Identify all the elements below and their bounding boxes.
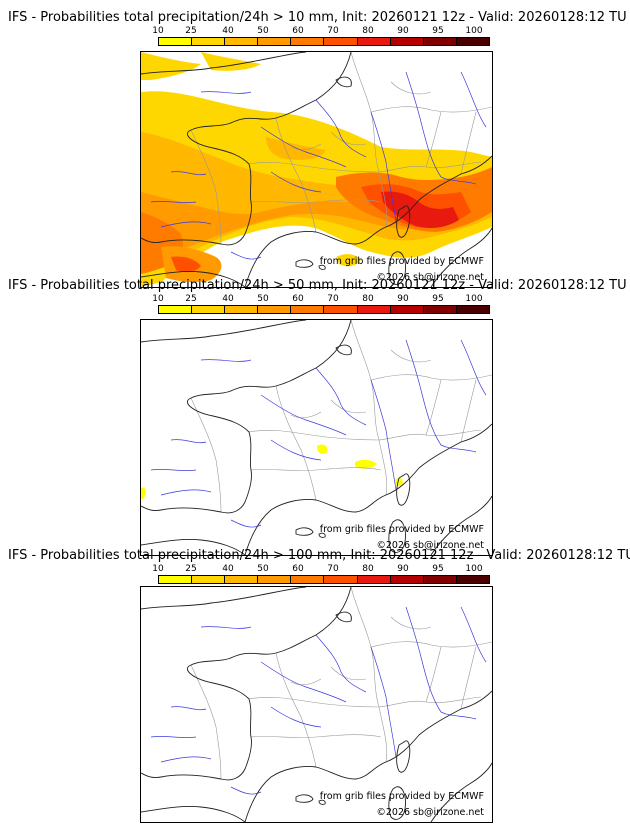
panel-50mm: IFS - Probabilities total precipitation/… [0,278,630,556]
colorbar-segment [423,38,457,45]
colorbar [158,305,490,314]
copyright-credit: ©2026 sb@irizone.net [376,807,484,818]
tick-label: 80 [362,26,374,36]
colorbar-segment [456,306,489,313]
colorbar-segment [258,38,292,45]
tick-label: 60 [292,564,304,574]
tick-label: 10 [152,26,164,36]
colorbar-segment [390,576,424,583]
colorbar-ticks: 10 25 40 50 60 70 80 90 95 100 [152,26,492,36]
colorbar-segment [291,306,325,313]
colorbar-segment [225,306,259,313]
colorbar-segment [423,576,457,583]
colorbar-segment [192,306,226,313]
tick-label: 50 [257,564,269,574]
colorbar-segment [225,576,259,583]
panel-100mm: IFS - Probabilities total precipitation/… [0,548,630,823]
colorbar-segment [291,38,325,45]
tick-label: 50 [257,294,269,304]
panel-title: IFS - Probabilities total precipitation/… [8,278,627,293]
colorbar-segment [324,38,358,45]
tick-label: 70 [327,294,339,304]
tick-label: 40 [222,26,234,36]
tick-label: 80 [362,294,374,304]
colorbar-segment [324,306,358,313]
tick-label: 25 [185,294,197,304]
colorbar-segment [159,306,193,313]
tick-label: 95 [432,26,444,36]
colorbar-segment [456,576,489,583]
copyright-credit: ©2026 sb@irizone.net [376,272,484,283]
tick-label: 90 [397,294,409,304]
colorbar-segment [390,306,424,313]
colorbar [158,37,490,46]
source-credit: from grib files provided by ECMWF [319,256,484,267]
colorbar-segment [258,306,292,313]
colorbar-segment [456,38,489,45]
colorbar-segment [291,576,325,583]
colorbar-segment [192,576,226,583]
tick-label: 40 [222,294,234,304]
colorbar-segment [423,306,457,313]
colorbar-segment [357,38,391,45]
colorbar-segment [159,576,193,583]
tick-label: 90 [397,564,409,574]
colorbar-segment [225,38,259,45]
colorbar [158,575,490,584]
tick-label: 10 [152,564,164,574]
tick-label: 40 [222,564,234,574]
tick-label: 95 [432,564,444,574]
tick-label: 90 [397,26,409,36]
tick-label: 70 [327,26,339,36]
tick-label: 60 [292,26,304,36]
tick-label: 25 [185,26,197,36]
colorbar-segment [324,576,358,583]
colorbar-segment [159,38,193,45]
source-credit: from grib files provided by ECMWF [319,524,484,535]
tick-label: 100 [465,564,483,574]
map-svg [141,52,492,287]
colorbar-segment [357,306,391,313]
map-svg [141,587,492,822]
map: from grib files provided by ECMWF ©2026 … [140,319,493,556]
tick-label: 70 [327,564,339,574]
tick-label: 50 [257,26,269,36]
panel-10mm: IFS - Probabilities total precipitation/… [0,10,630,288]
colorbar-segment [357,576,391,583]
precip-field [141,444,403,500]
source-credit: from grib files provided by ECMWF [319,791,484,802]
colorbar-segment [258,576,292,583]
tick-label: 100 [465,294,483,304]
colorbar-ticks: 10 25 40 50 60 70 80 90 95 100 [152,294,492,304]
tick-label: 60 [292,294,304,304]
colorbar-ticks: 10 25 40 50 60 70 80 90 95 100 [152,564,492,574]
map: from grib files provided by ECMWF ©2026 … [140,51,493,288]
map-svg [141,320,492,555]
panel-title: IFS - Probabilities total precipitation/… [8,10,627,25]
map: from grib files provided by ECMWF ©2026 … [140,586,493,823]
colorbar-segment [192,38,226,45]
copyright-credit: ©2026 sb@irizone.net [376,540,484,551]
tick-label: 10 [152,294,164,304]
panel-title: IFS - Probabilities total precipitation/… [8,548,630,563]
tick-label: 95 [432,294,444,304]
precip-field [141,52,492,287]
tick-label: 80 [362,564,374,574]
colorbar-segment [390,38,424,45]
tick-label: 100 [465,26,483,36]
tick-label: 25 [185,564,197,574]
